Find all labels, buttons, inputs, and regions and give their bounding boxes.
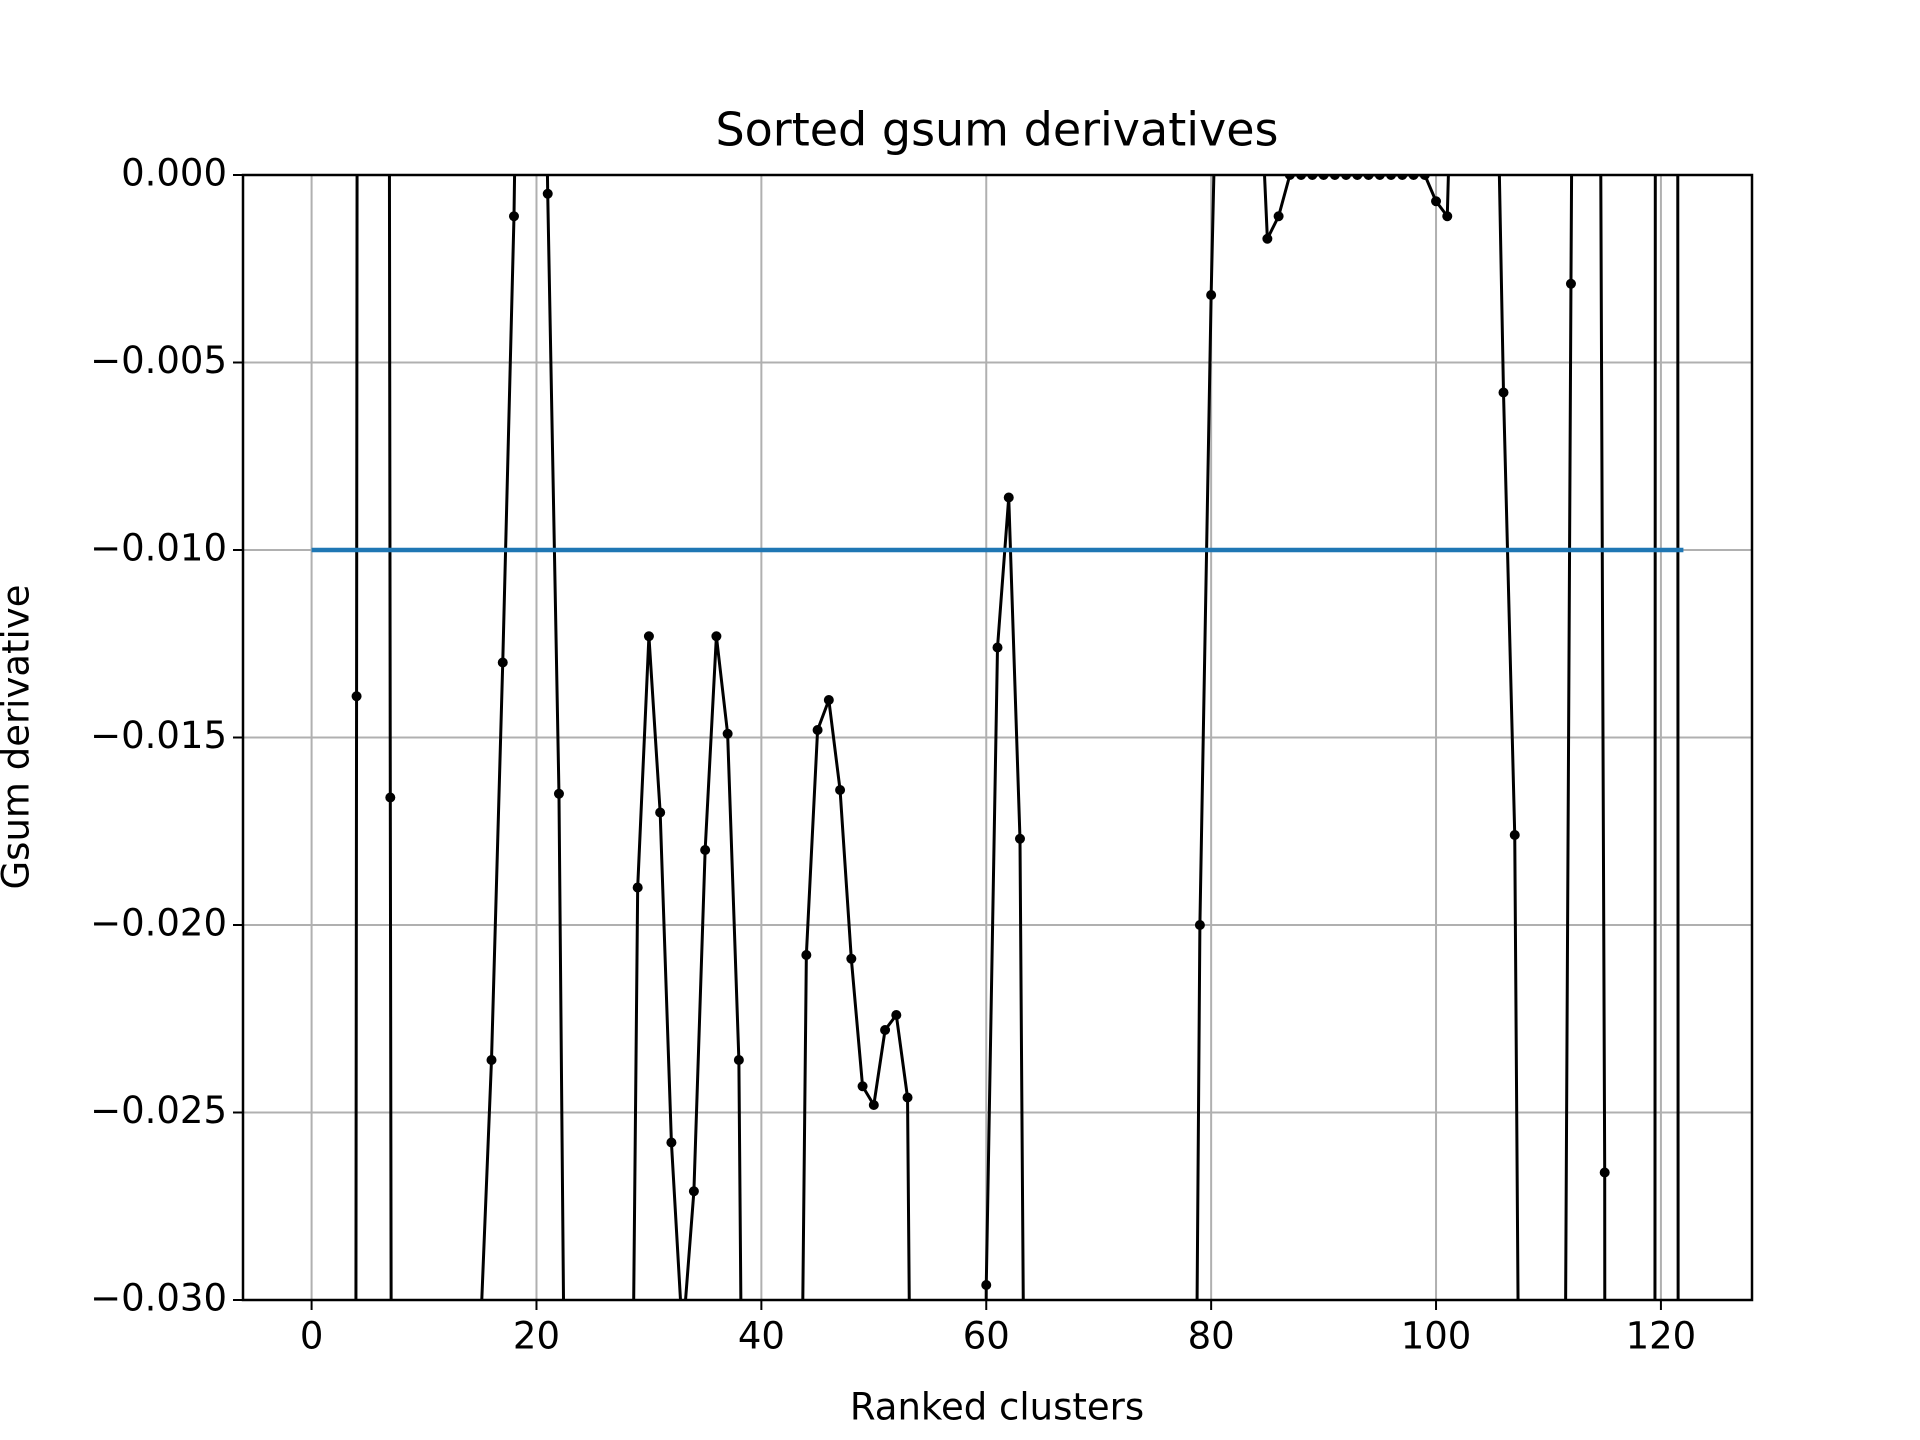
data-point — [891, 1010, 902, 1020]
data-point — [1003, 492, 1014, 503]
data-point — [812, 725, 823, 735]
data-point — [385, 792, 396, 803]
data-point — [553, 788, 564, 799]
ticks: 0 20 40 60 80 100 120 0.000 −0.005 −0.010 −0.015 −0… — [90, 152, 1696, 1358]
data-point — [1273, 211, 1284, 222]
data-point — [1442, 211, 1453, 222]
data-point — [902, 1092, 913, 1103]
y-tick-label: −0.010 — [90, 527, 227, 570]
data-point — [1599, 1167, 1610, 1178]
y-tick-label: 0.000 — [121, 152, 227, 195]
data-point — [497, 657, 508, 668]
data-point — [846, 953, 857, 964]
x-tick-label: 40 — [738, 1315, 785, 1358]
data-point — [722, 728, 733, 739]
x-tick-label: 0 — [300, 1315, 324, 1358]
y-tick-label: −0.030 — [90, 1277, 227, 1320]
data-point — [1194, 920, 1205, 930]
data-point — [711, 631, 722, 642]
data-point — [486, 1055, 497, 1065]
data-point — [857, 1081, 868, 1092]
data-point — [508, 211, 519, 222]
data-point — [823, 695, 834, 705]
data-point — [835, 785, 846, 795]
plot-area — [311, 175, 1684, 1300]
y-axis-label: Gsum derivative — [0, 585, 38, 890]
data-point — [733, 1055, 744, 1065]
data-point — [351, 691, 362, 702]
x-tick-label: 120 — [1626, 1315, 1697, 1358]
data-point — [1014, 833, 1025, 844]
data-point — [801, 950, 812, 960]
data-point — [868, 1100, 879, 1110]
data-point — [542, 188, 553, 199]
data-point — [643, 631, 654, 642]
x-tick-label: 80 — [1188, 1315, 1235, 1358]
data-point — [1509, 830, 1520, 840]
x-tick-label: 60 — [963, 1315, 1010, 1358]
data-point — [688, 1186, 699, 1197]
y-tick-label: −0.005 — [90, 339, 227, 382]
data-point — [1498, 387, 1509, 398]
data-point — [1262, 233, 1273, 244]
y-tick-label: −0.020 — [90, 902, 227, 945]
x-tick-label: 20 — [513, 1315, 560, 1358]
data-point — [655, 807, 666, 818]
y-tick-label: −0.015 — [90, 714, 227, 757]
data-point — [632, 882, 643, 893]
data-point — [992, 642, 1003, 653]
data-point — [700, 845, 711, 855]
data-point — [981, 1280, 992, 1290]
x-tick-label: 100 — [1401, 1315, 1472, 1358]
y-tick-label: −0.025 — [90, 1089, 227, 1132]
data-point — [880, 1025, 891, 1035]
x-axis-label: Ranked clusters — [850, 1386, 1144, 1429]
data-point — [666, 1137, 677, 1148]
data-point — [1431, 196, 1442, 207]
data-point — [1565, 278, 1576, 289]
data-point — [1206, 290, 1217, 300]
chart-title: Sorted gsum derivatives — [715, 103, 1278, 157]
